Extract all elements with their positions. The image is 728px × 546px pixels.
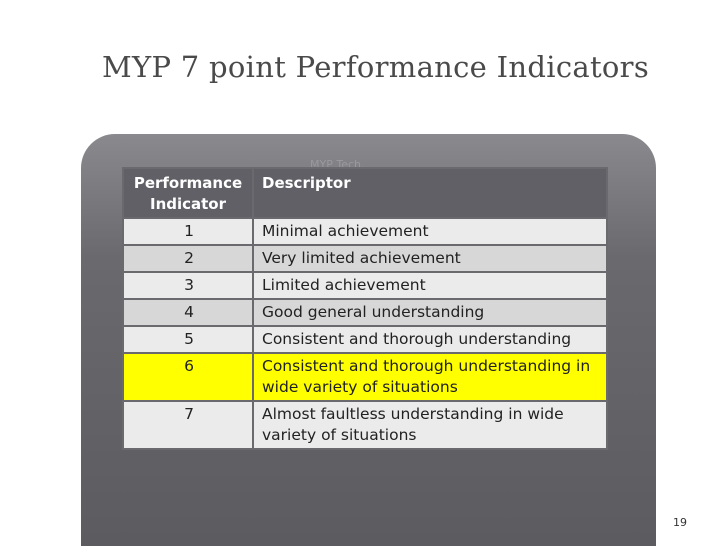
slide-page-number: 19	[673, 516, 687, 529]
descriptor-cell: Consistent and thorough understanding in…	[252, 352, 608, 402]
table-row: 7 Almost faultless understanding in wide…	[122, 400, 608, 450]
descriptor-cell: Consistent and thorough understanding	[252, 325, 608, 354]
performance-indicators-table: Performance Indicator Descriptor 1 Minim…	[122, 167, 608, 450]
table-header-row: Performance Indicator Descriptor	[122, 167, 608, 219]
indicator-cell: 1	[122, 217, 254, 246]
table-row: 5 Consistent and thorough understanding	[122, 325, 608, 354]
descriptor-cell: Limited achievement	[252, 271, 608, 300]
table-row-highlighted: 6 Consistent and thorough understanding …	[122, 352, 608, 402]
descriptor-cell: Good general understanding	[252, 298, 608, 327]
header-descriptor: Descriptor	[252, 167, 608, 219]
header-performance-indicator: Performance Indicator	[122, 167, 254, 219]
table-row: 2 Very limited achievement	[122, 244, 608, 273]
descriptor-cell: Minimal achievement	[252, 217, 608, 246]
descriptor-cell: Almost faultless understanding in wide v…	[252, 400, 608, 450]
table-row: 3 Limited achievement	[122, 271, 608, 300]
indicator-cell: 6	[122, 352, 254, 402]
indicator-cell: 4	[122, 298, 254, 327]
indicator-cell: 3	[122, 271, 254, 300]
indicator-cell: 5	[122, 325, 254, 354]
descriptor-cell: Very limited achievement	[252, 244, 608, 273]
indicator-cell: 7	[122, 400, 254, 450]
table-row: 4 Good general understanding	[122, 298, 608, 327]
table-row: 1 Minimal achievement	[122, 217, 608, 246]
slide-title: MYP 7 point Performance Indicators	[102, 50, 650, 84]
indicator-cell: 2	[122, 244, 254, 273]
